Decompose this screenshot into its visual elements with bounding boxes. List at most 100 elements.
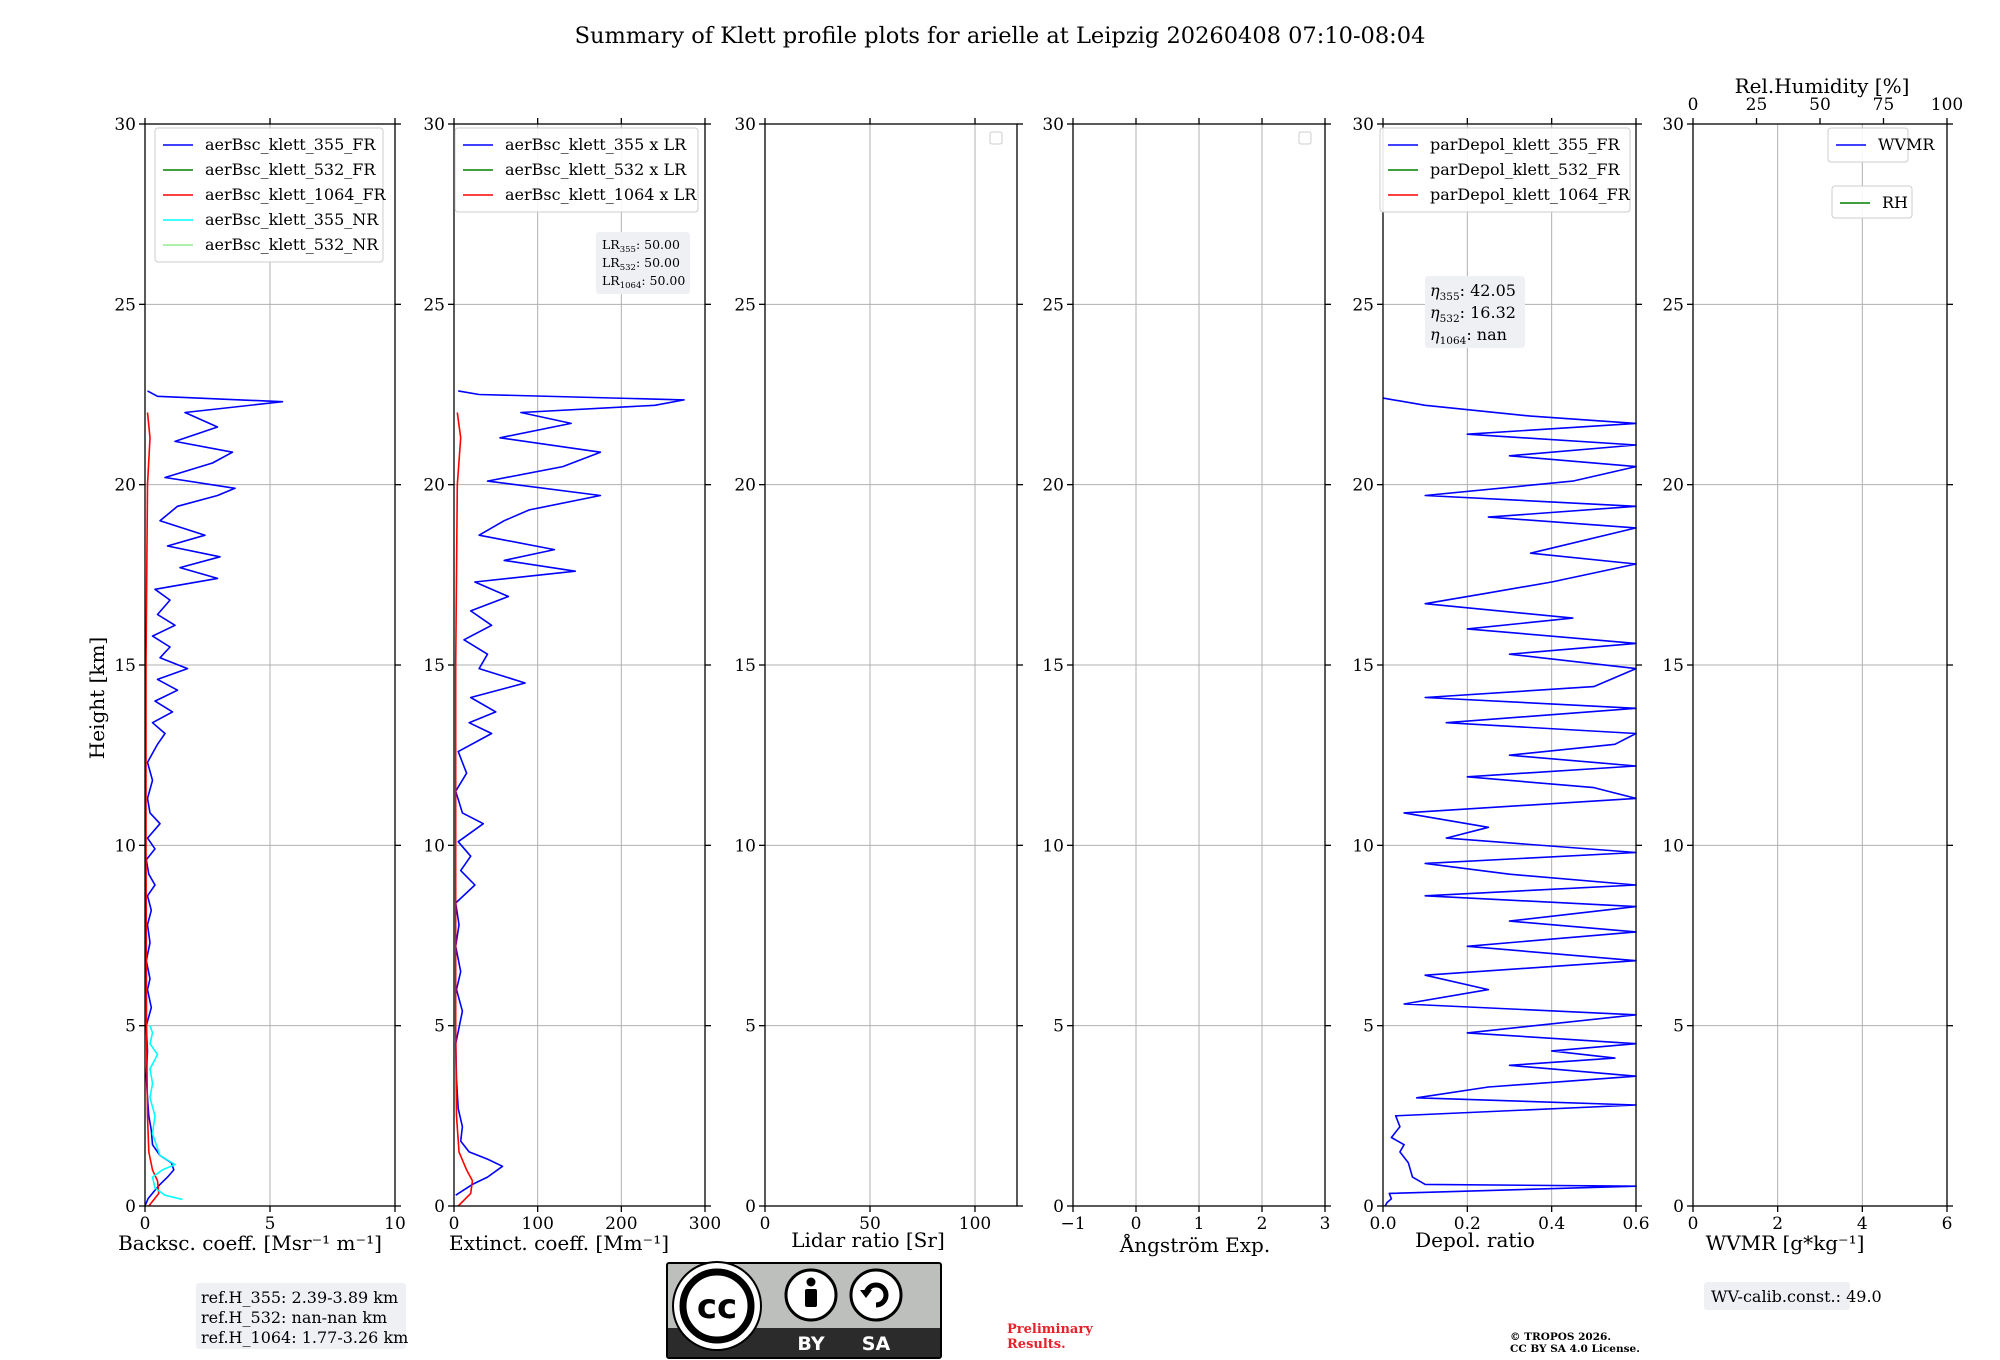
bsc-legend: aerBsc_klett_355_FR aerBsc_klett_532_FRae… bbox=[154, 127, 387, 263]
sa-arrow-arc bbox=[863, 1282, 889, 1308]
ext-legend-label-1: aerBsc_klett_532 x LR bbox=[505, 160, 687, 179]
bsc-ytick-label-4: 20 bbox=[114, 476, 136, 496]
lidar-ratio-box: LR355: 50.00 LR532: 50.00 LR1064: 50.00 bbox=[596, 232, 690, 294]
wv-ytick-label-2: 10 bbox=[1662, 836, 1684, 856]
wv2-legend-label-0: RH bbox=[1882, 193, 1908, 212]
ang-ytick-label-5: 25 bbox=[1042, 295, 1064, 315]
bsc-ytick-label-5: 25 bbox=[114, 295, 136, 315]
wv-ytick-label-4: 20 bbox=[1662, 476, 1684, 496]
bsc-lines bbox=[144, 390, 284, 1207]
by-person-head bbox=[806, 1277, 816, 1287]
lr-ytick-label-1: 5 bbox=[745, 1017, 756, 1037]
eta-box: η355: 42.05 η532: 16.32 η1064: nan bbox=[1425, 276, 1525, 348]
ref-h-1064: ref.H_1064: 1.77-3.26 km bbox=[201, 1328, 408, 1347]
ang-ytick-label-2: 10 bbox=[1042, 836, 1064, 856]
ref-h-532: ref.H_532: nan-nan km bbox=[201, 1308, 387, 1327]
bsc-ytick-label-3: 15 bbox=[114, 656, 136, 676]
bsc-legend-label-0: aerBsc_klett_355_FR bbox=[205, 135, 376, 154]
bsc-legend-label-3: aerBsc_klett_355_NR bbox=[205, 210, 379, 229]
ext-ytick-label-1: 5 bbox=[434, 1017, 445, 1037]
bsc-series-2 bbox=[149, 1025, 183, 1201]
sa-share-icon bbox=[849, 1268, 903, 1322]
wv-ytick-label-1: 5 bbox=[1673, 1017, 1684, 1037]
ang-xtick-label-1: 0 bbox=[1131, 1214, 1142, 1234]
ext-series-0 bbox=[454, 390, 685, 1196]
eta-1064: η1064: nan bbox=[1430, 325, 1507, 347]
lr-ytick-label-2: 10 bbox=[734, 836, 756, 856]
preliminary-line-2: Results. bbox=[1007, 1337, 1066, 1352]
lr-ytick-label-5: 25 bbox=[734, 295, 756, 315]
bsc-ytick-label-1: 5 bbox=[125, 1017, 136, 1037]
sa-arrow-head bbox=[860, 1290, 872, 1298]
depol-ytick-label-3: 15 bbox=[1352, 656, 1374, 676]
wv-rh-tick-label-2: 50 bbox=[1809, 95, 1831, 115]
wv-ytick-label-3: 15 bbox=[1662, 656, 1684, 676]
wv-xtick-label-2: 4 bbox=[1857, 1214, 1868, 1234]
ext-legend-box bbox=[454, 127, 699, 213]
ext-xtick-label-0: 0 bbox=[449, 1214, 460, 1234]
panel-backscatter: 0 5 10051015202530aerBsc_klett_355_FRaerBs… bbox=[114, 115, 405, 1255]
bsc-xtick-label-1: 5 bbox=[265, 1214, 276, 1234]
depol-xtick-label-1: 0.2 bbox=[1454, 1214, 1481, 1234]
bsc-ticks: 0 5 10 0 5 10 15 20 25 30 bbox=[114, 115, 405, 1234]
cc-icon bbox=[679, 1268, 755, 1344]
copyright-line-2: CC BY SA 4.0 License. bbox=[1510, 1343, 1640, 1355]
depol-legend: parDepol_klett_355_FR parDepol_klett_532_… bbox=[1379, 127, 1631, 213]
depol-lines bbox=[1382, 397, 1637, 1207]
lr-empty-legend bbox=[989, 131, 1003, 145]
lr-1064: LR1064: 50.00 bbox=[602, 273, 685, 291]
ang-ytick-label-3: 15 bbox=[1042, 656, 1064, 676]
ext-legend: aerBsc_klett_355 x LR aerBsc_klett_532 x … bbox=[454, 127, 699, 213]
ext-xlabel: Extinct. coeff. [Mm⁻¹] bbox=[449, 1231, 669, 1255]
wv-calib-text: WV-calib.const.: 49.0 bbox=[1711, 1287, 1882, 1306]
ext-legend-label-0: aerBsc_klett_355 x LR bbox=[505, 135, 687, 154]
bsc-legend-label-1: aerBsc_klett_532_FR bbox=[205, 160, 376, 179]
depol-xtick-label-3: 0.6 bbox=[1622, 1214, 1649, 1234]
wv-rh-tick-label-0: 0 bbox=[1688, 95, 1699, 115]
depol-legend-box bbox=[1379, 127, 1631, 213]
bsc-xlabel: Backsc. coeff. [Msr⁻¹ m⁻¹] bbox=[118, 1231, 382, 1255]
bsc-xtick-label-0: 0 bbox=[140, 1214, 151, 1234]
bsc-xtick-label-2: 10 bbox=[384, 1214, 406, 1234]
bsc-ytick-label-6: 30 bbox=[114, 115, 136, 135]
by-person-body bbox=[805, 1289, 817, 1307]
ext-xtick-label-2: 200 bbox=[605, 1214, 637, 1234]
lr-grid bbox=[764, 123, 1017, 1207]
panel-depolarization: 0.0 0.2 0.4 0.6051015202530parDepol_klett_3… bbox=[1352, 115, 1649, 1252]
preliminary-line-1: Preliminary bbox=[1007, 1322, 1093, 1337]
wv-calib-box-bg bbox=[1704, 1282, 1850, 1310]
ang-ytick-label-6: 30 bbox=[1042, 115, 1064, 135]
depol-xtick-label-0: 0.0 bbox=[1369, 1214, 1396, 1234]
eta-355: η355: 42.05 bbox=[1430, 281, 1516, 303]
depol-legend-label-0: parDepol_klett_355_FR bbox=[1430, 135, 1621, 154]
ext-ytick-label-2: 10 bbox=[423, 836, 445, 856]
wv2-legend-box bbox=[1831, 185, 1913, 219]
wv-ytick-label-5: 25 bbox=[1662, 295, 1684, 315]
ext-ytick-label-5: 25 bbox=[423, 295, 445, 315]
ang-ytick-label-0: 0 bbox=[1053, 1197, 1064, 1217]
ext-lines bbox=[454, 390, 685, 1207]
depol-ytick-label-1: 5 bbox=[1363, 1017, 1374, 1037]
bsc-legend-label-2: aerBsc_klett_1064_FR bbox=[205, 185, 387, 204]
wv-rh-tick-label-1: 25 bbox=[1746, 95, 1768, 115]
wv-legend: WVMR RH bbox=[1827, 127, 1935, 219]
ext-series-1 bbox=[454, 412, 474, 1207]
lr-xtick-label-1: 50 bbox=[859, 1214, 881, 1234]
bsc-ytick-label-2: 10 bbox=[114, 836, 136, 856]
lr-ytick-label-4: 20 bbox=[734, 476, 756, 496]
panel-extinction: 0 100 200 300 0 5 10 15 20 25 30 aerBsc_klett_355 x… bbox=[423, 115, 721, 1255]
ext-xtick-label-3: 300 bbox=[689, 1214, 721, 1234]
cc-letters: cc bbox=[697, 1287, 737, 1327]
lr-ytick-label-3: 15 bbox=[734, 656, 756, 676]
eta-box-bg bbox=[1425, 276, 1525, 348]
depol-ticks: 0.0 0.2 0.4 0.6 0 5 10 15 20 25 30 bbox=[1352, 115, 1649, 1234]
depol-ytick-label-0: 0 bbox=[1363, 1197, 1374, 1217]
wv-rh-tick-label-3: 75 bbox=[1873, 95, 1895, 115]
bsc-series-1 bbox=[145, 412, 160, 1207]
ext-ytick-label-6: 30 bbox=[423, 115, 445, 135]
copyright-line-1: © TROPOS 2026. bbox=[1510, 1331, 1611, 1343]
badge-by-label: BY bbox=[797, 1333, 824, 1355]
